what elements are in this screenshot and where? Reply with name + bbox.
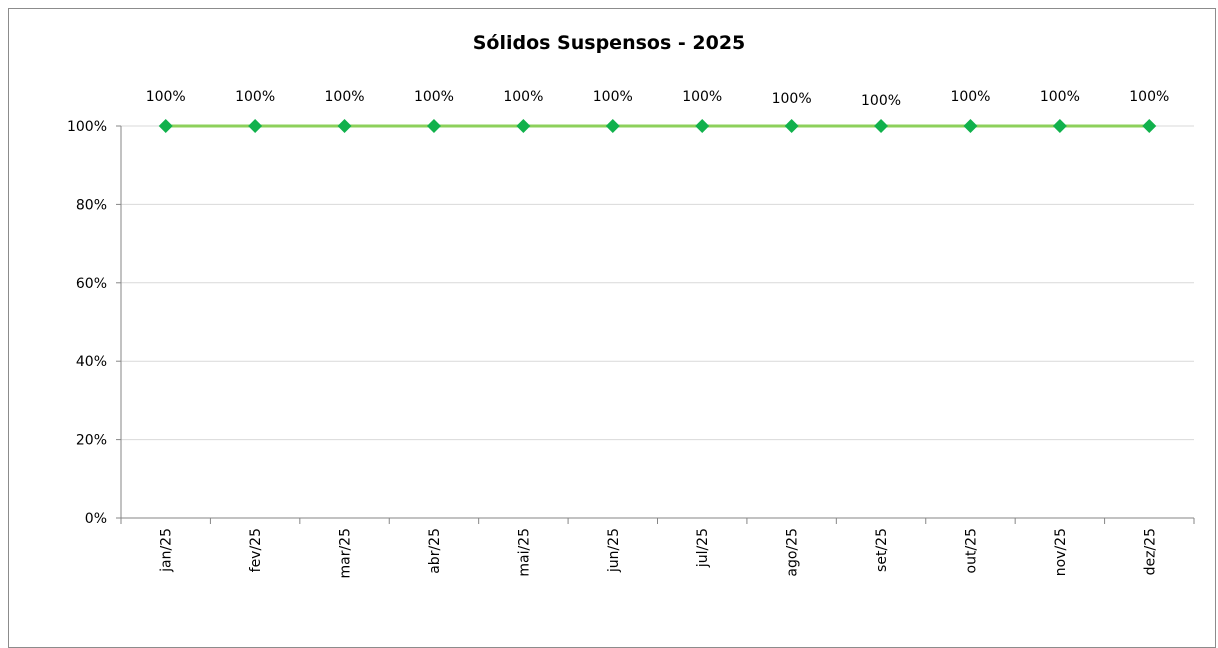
x-tick-label: dez/25	[1142, 528, 1158, 575]
x-tick-label: mar/25	[338, 528, 354, 579]
data-label: 100%	[414, 89, 454, 105]
x-tick-label: set/25	[874, 528, 890, 572]
data-point-marker	[605, 119, 620, 133]
data-point-marker	[158, 119, 173, 133]
data-label: 100%	[682, 89, 722, 105]
data-point-marker	[248, 119, 263, 133]
chart-frame	[8, 8, 1216, 648]
x-tick-label: jul/25	[695, 528, 711, 568]
data-label: 100%	[861, 93, 901, 109]
x-tick-label: ago/25	[785, 528, 801, 577]
data-label: 100%	[146, 89, 186, 105]
data-label: 100%	[325, 89, 365, 105]
x-tick-label: mai/25	[516, 528, 532, 577]
data-label: 100%	[1129, 89, 1169, 105]
chart-title: Sólidos Suspensos - 2025	[472, 32, 746, 54]
data-point-marker	[963, 119, 978, 133]
x-tick-label: jan/25	[159, 528, 175, 573]
data-label: 100%	[503, 89, 543, 105]
x-tick-label: out/25	[963, 528, 979, 573]
data-point-marker	[784, 119, 799, 133]
y-tick-label: 60%	[76, 276, 107, 292]
data-label: 100%	[235, 89, 275, 105]
data-point-marker	[426, 119, 441, 133]
y-tick-label: 100%	[67, 119, 107, 135]
data-label: 100%	[950, 89, 990, 105]
y-tick-label: 80%	[76, 197, 107, 213]
data-label: 100%	[772, 91, 812, 107]
x-tick-label: jun/25	[606, 528, 622, 573]
data-point-marker	[695, 119, 710, 133]
data-point-marker	[337, 119, 352, 133]
line-chart: 0% 20% 40% 60% 80% 100% jan/25 fev/25 mar/25 abr/…	[67, 89, 1195, 579]
data-point-marker	[1142, 119, 1157, 133]
y-tick-label: 40%	[76, 354, 107, 370]
x-tick-label: abr/25	[427, 528, 443, 574]
data-point-marker	[874, 119, 889, 133]
data-label: 100%	[593, 89, 633, 105]
data-point-marker	[516, 119, 531, 133]
data-label: 100%	[1040, 89, 1080, 105]
x-tick-label: nov/25	[1053, 528, 1069, 576]
y-tick-label: 0%	[85, 511, 107, 527]
x-tick-label: fev/25	[248, 528, 264, 572]
y-tick-label: 20%	[76, 433, 107, 449]
data-point-marker	[1052, 119, 1067, 133]
